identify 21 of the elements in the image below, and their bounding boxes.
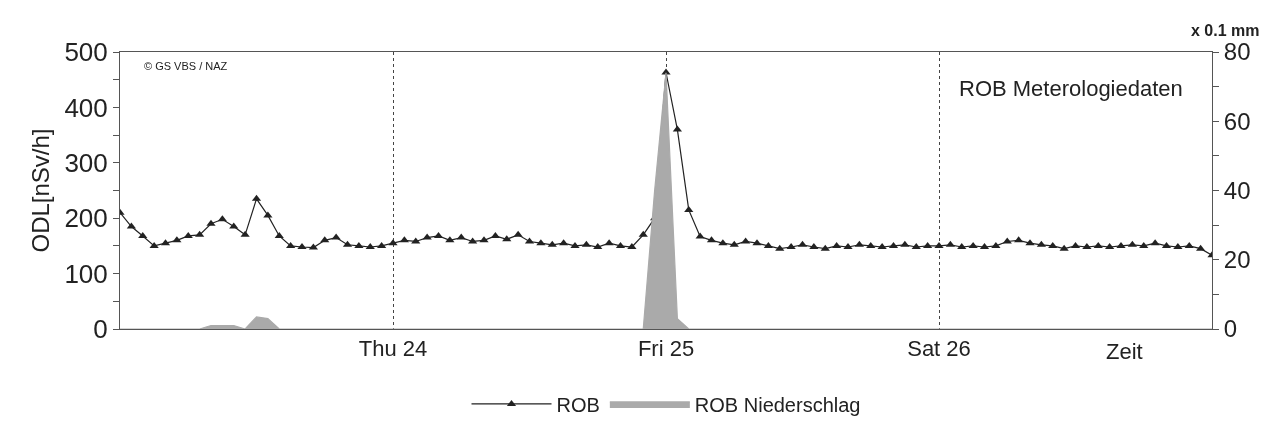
- x-tick-label: Fri 25: [637, 336, 695, 362]
- legend-label: ROB: [556, 393, 600, 416]
- y-tick-label: 300: [64, 147, 108, 178]
- y-tick-label: 400: [64, 92, 108, 123]
- y-tick-label: 200: [64, 203, 108, 234]
- y-axis-title: ODL[nSv/h]: [26, 128, 54, 253]
- y-tick-label: 500: [64, 37, 108, 68]
- y2-tick-label: 80: [1223, 38, 1251, 66]
- annotation: ROB Meterologiedaten: [959, 76, 1183, 101]
- y2-tick-label: 40: [1223, 176, 1251, 204]
- y2-tick-label: 60: [1223, 107, 1251, 135]
- y-tick-label: 100: [64, 258, 108, 289]
- y2-axis-title: x 0.1 mm: [1191, 22, 1260, 39]
- x-tick-label: Thu 24: [358, 336, 428, 362]
- annotation: © GS VBS / NAZ: [144, 60, 228, 72]
- x-axis-title: Zeit: [1106, 339, 1143, 364]
- legend-label: ROB Niederschlag: [694, 393, 861, 416]
- y-tick-label: 0: [93, 314, 108, 345]
- x-tick-label: Sat 26: [907, 336, 971, 362]
- y2-tick-label: 0: [1223, 315, 1238, 343]
- y2-tick-label: 20: [1223, 246, 1251, 274]
